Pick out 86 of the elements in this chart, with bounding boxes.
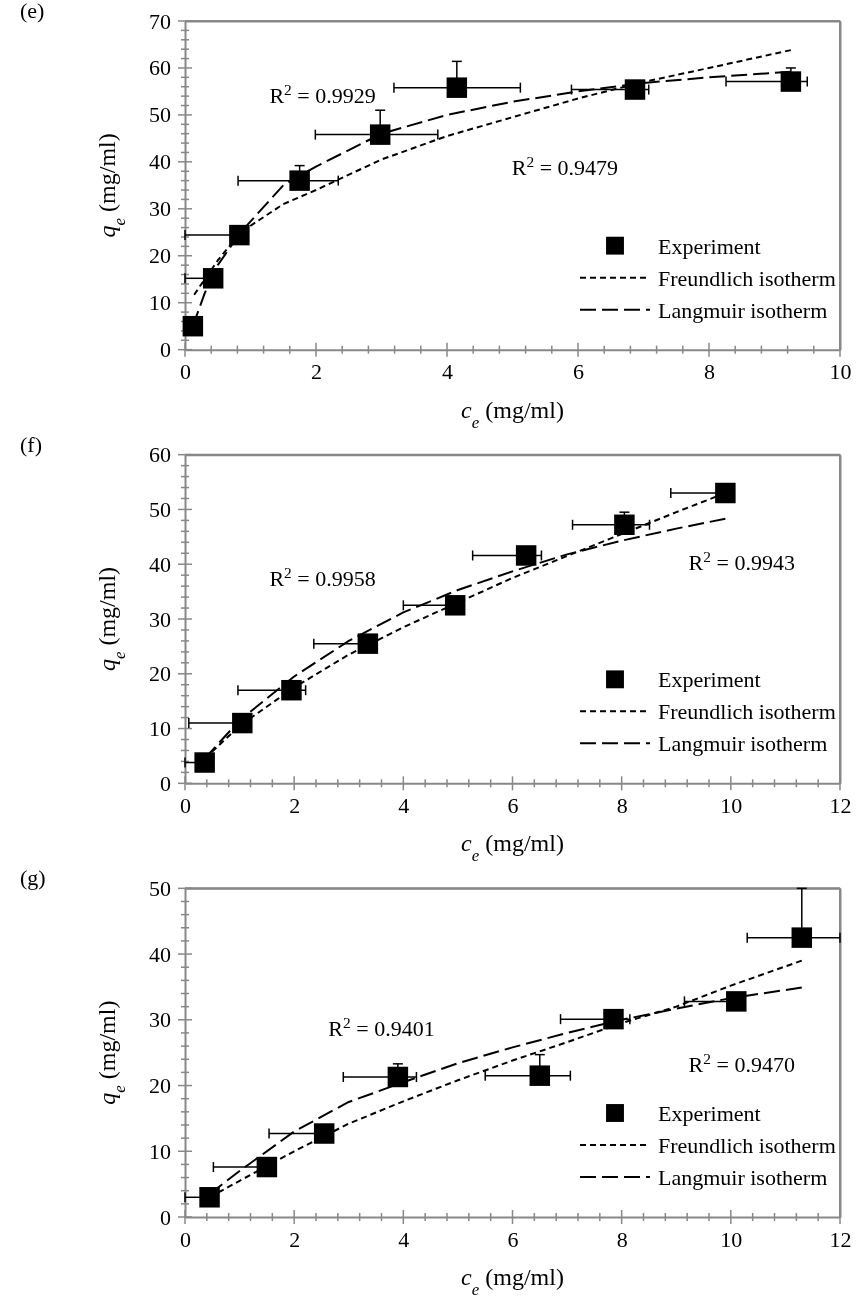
y-tick-label: 60 [149,442,171,468]
y-tick-label: 10 [149,716,171,742]
point [256,1156,278,1178]
y-tick-label: 20 [149,243,171,269]
y-tick-label: 10 [149,1138,171,1164]
x-tick-label: 8 [616,792,628,818]
y-tick-label: 60 [149,55,171,81]
x-axis-title: c$_{e}$ (mg/ml) [461,396,564,432]
annotation: R$^{2}$ = 0.9929 [269,80,376,109]
x-tick-label: 0 [180,359,191,385]
legend-label: Langmuir isotherm [658,1165,828,1190]
y-tick-label: 0 [160,1204,171,1230]
x-tick-label: 8 [704,359,715,385]
legend-label: Langmuir isotherm [658,731,828,757]
y-tick-label: 70 [149,8,171,34]
point [624,79,646,100]
x-tick-label: 2 [289,792,301,818]
point [194,752,215,773]
annotation: R$^{2}$ = 0.9470 [688,1049,795,1078]
y-tick-label: 50 [149,496,171,522]
x-tick-label: 6 [507,1226,519,1252]
point [780,71,802,92]
legend-label: Freundlich isotherm [658,1133,836,1158]
point [369,124,391,145]
y-tick-label: 20 [149,661,171,687]
legend-label: Experiment [658,233,761,259]
point [603,1008,624,1030]
y-tick-label: 40 [149,551,171,577]
x-tick-label: 8 [616,1226,628,1252]
point [726,991,747,1012]
legend-label: Experiment [658,667,761,693]
x-tick-label: 2 [289,1226,301,1252]
x-tick-label: 6 [507,792,519,818]
legend-label: Freundlich isotherm [658,699,836,725]
x-tick-label: 0 [180,792,191,818]
point [515,545,537,566]
x-tick-label: 0 [180,1226,191,1252]
point [229,224,250,246]
point [614,514,635,536]
x-tick-label: 4 [398,1226,410,1252]
y-tick-label: 40 [149,941,171,967]
y-tick-label: 30 [149,1007,171,1033]
annotation: R$^{2}$ = 0.9958 [269,563,376,592]
legend-label: Langmuir isotherm [658,297,828,323]
y-tick-label: 50 [149,875,171,901]
point [791,927,813,948]
x-tick-label: 12 [829,1226,852,1252]
x-tick-label: 12 [829,792,852,818]
x-tick-label: 10 [829,359,852,385]
chart-title: (f) [20,431,42,457]
chart-title: (g) [20,865,46,891]
x-tick-label: 4 [398,792,410,818]
y-tick-label: 50 [149,102,171,128]
y-tick-label: 30 [149,606,171,632]
x-tick-label: 10 [720,792,743,818]
x-axis-title: c$_{e}$ (mg/ml) [461,1264,564,1299]
point [289,170,310,191]
annotation: R$^{2}$ = 0.9401 [328,1013,435,1042]
point [202,268,224,289]
chart-title: (e) [20,0,45,23]
y-tick-label: 20 [149,1073,171,1099]
point [446,77,468,98]
x-tick-label: 2 [311,359,322,385]
point [387,1066,409,1088]
point [182,315,204,337]
y-tick-label: 30 [149,196,171,222]
y-tick-label: 10 [149,290,171,316]
point [199,1187,220,1208]
legend-label: Freundlich isotherm [658,265,836,291]
y-tick-label: 40 [149,149,171,175]
point [281,679,302,701]
point [444,595,466,616]
point [357,633,379,654]
point [529,1065,551,1086]
point [313,1123,335,1144]
point [715,482,736,504]
x-axis-title: c$_{e}$ (mg/ml) [461,830,564,865]
annotation: R$^{2}$ = 0.9943 [688,547,795,575]
y-tick-label: 0 [160,337,171,363]
x-tick-label: 10 [720,1226,743,1252]
x-tick-label: 4 [442,359,453,385]
annotation: R$^{2}$ = 0.9479 [511,152,619,181]
x-tick-label: 6 [573,359,584,385]
legend-label: Experiment [658,1101,761,1126]
point [232,712,253,734]
y-tick-label: 0 [160,770,171,796]
